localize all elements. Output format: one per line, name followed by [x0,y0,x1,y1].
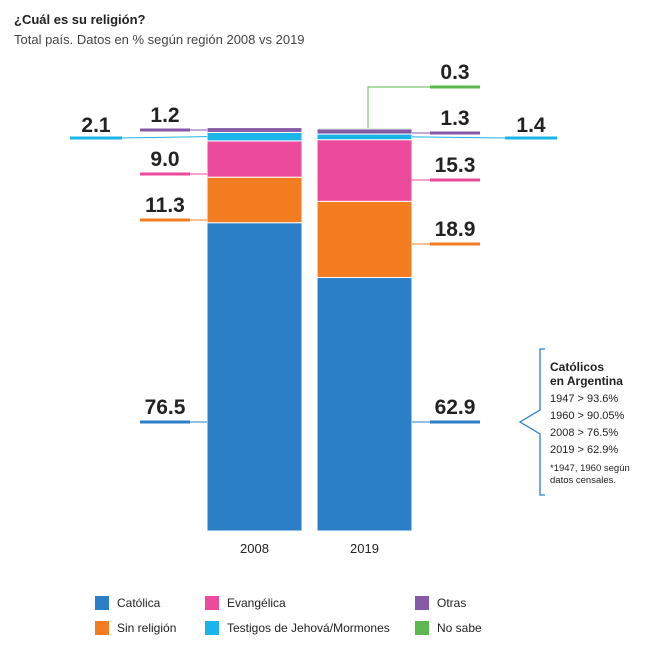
legend-label-evangelica: Evangélica [227,596,286,610]
legend-label-no-sabe: No sabe [437,621,482,635]
note-line-2019: 2019 > 62.9% [550,444,619,456]
legend-label-catolica: Católica [117,596,161,610]
value-label-testigos-de-jehova-mormones-2019: 1.4 [516,114,546,137]
chart-title: ¿Cuál es su religión? [14,12,146,27]
note-title-line-2: en Argentina [550,374,623,388]
category-label-2008: 2008 [240,541,269,556]
note-line-1960: 1960 > 90.05% [550,410,625,422]
connector-testigos-de-jehova-mormones-2019 [411,136,506,139]
value-label-sin-religion-2019: 18.9 [435,218,476,241]
legend-label-sin-religion: Sin religión [117,621,177,635]
legend-swatch-catolica [95,596,109,610]
bar-testigos-de-jehova-mormones-2008 [206,131,303,142]
bar-sin-religion-2019 [316,200,413,279]
value-label-evangelica-2019: 15.3 [435,154,476,177]
stacked-bar-chart: 76.5 11.3 9.0 2.1 1.2 2008 62.9 18.9 15.3 1.4 1.3 0… [70,61,557,556]
legend-item-testigos: Testigos de Jehová/Mormones [205,621,390,635]
bar-catolica-2019 [316,277,413,532]
value-label-evangelica-2008: 9.0 [150,148,179,171]
legend: Católica Evangélica Otras Sin religión T… [0,596,660,646]
value-label-otras-2019: 1.3 [440,107,469,130]
value-label-no-sabe-2019: 0.3 [440,61,469,84]
bar-evangelica-2008 [206,140,303,178]
legend-item-sin-religion: Sin religión [95,621,176,635]
bar-catolica-2008 [206,222,303,532]
note-footnote-line-2: datos censales. [550,475,617,486]
chart-subtitle: Total país. Datos en % según región 2008… [14,32,305,47]
connector-testigos-de-jehova-mormones-2008 [121,136,208,139]
legend-label-otras: Otras [437,596,467,610]
legend-swatch-otras [415,596,429,610]
legend-swatch-no-sabe [415,621,429,635]
note-title-line-1: Católicos [550,360,605,374]
connector-no-sabe-2019 [367,86,430,129]
legend-swatch-sin-religion [95,621,109,635]
legend-label-testigos: Testigos de Jehová/Mormones [227,621,390,635]
bar-otras-2019 [316,128,413,135]
value-label-otras-2008: 1.2 [150,104,179,127]
legend-item-otras: Otras [415,596,466,610]
legend-swatch-evangelica [205,596,219,610]
catolicos-note: Católicos en Argentina 1947 > 93.6% 1960… [550,360,650,487]
note-line-2008: 2008 > 76.5% [550,427,619,439]
legend-swatch-testigos [205,621,219,635]
bar-sin-religion-2008 [206,176,303,224]
bar-evangelica-2019 [316,139,413,202]
legend-item-evangelica: Evangélica [205,596,286,610]
value-label-sin-religion-2008: 11.3 [145,194,185,217]
note-line-1947: 1947 > 93.6% [550,393,619,405]
bar-no-sabe-2019 [316,127,413,130]
value-label-testigos-de-jehova-mormones-2008: 2.1 [81,114,111,137]
legend-item-catolica: Católica [95,596,160,610]
value-label-catolica-2019: 62.9 [435,396,476,419]
category-label-2019: 2019 [350,541,379,556]
note-bracket [518,348,545,496]
note-footnote-line-1: *1947, 1960 según [550,463,630,474]
bar-otras-2008 [206,127,303,133]
value-label-catolica-2008: 76.5 [145,396,186,419]
legend-item-no-sabe: No sabe [415,621,482,635]
bar-testigos-de-jehova-mormones-2019 [316,133,413,141]
